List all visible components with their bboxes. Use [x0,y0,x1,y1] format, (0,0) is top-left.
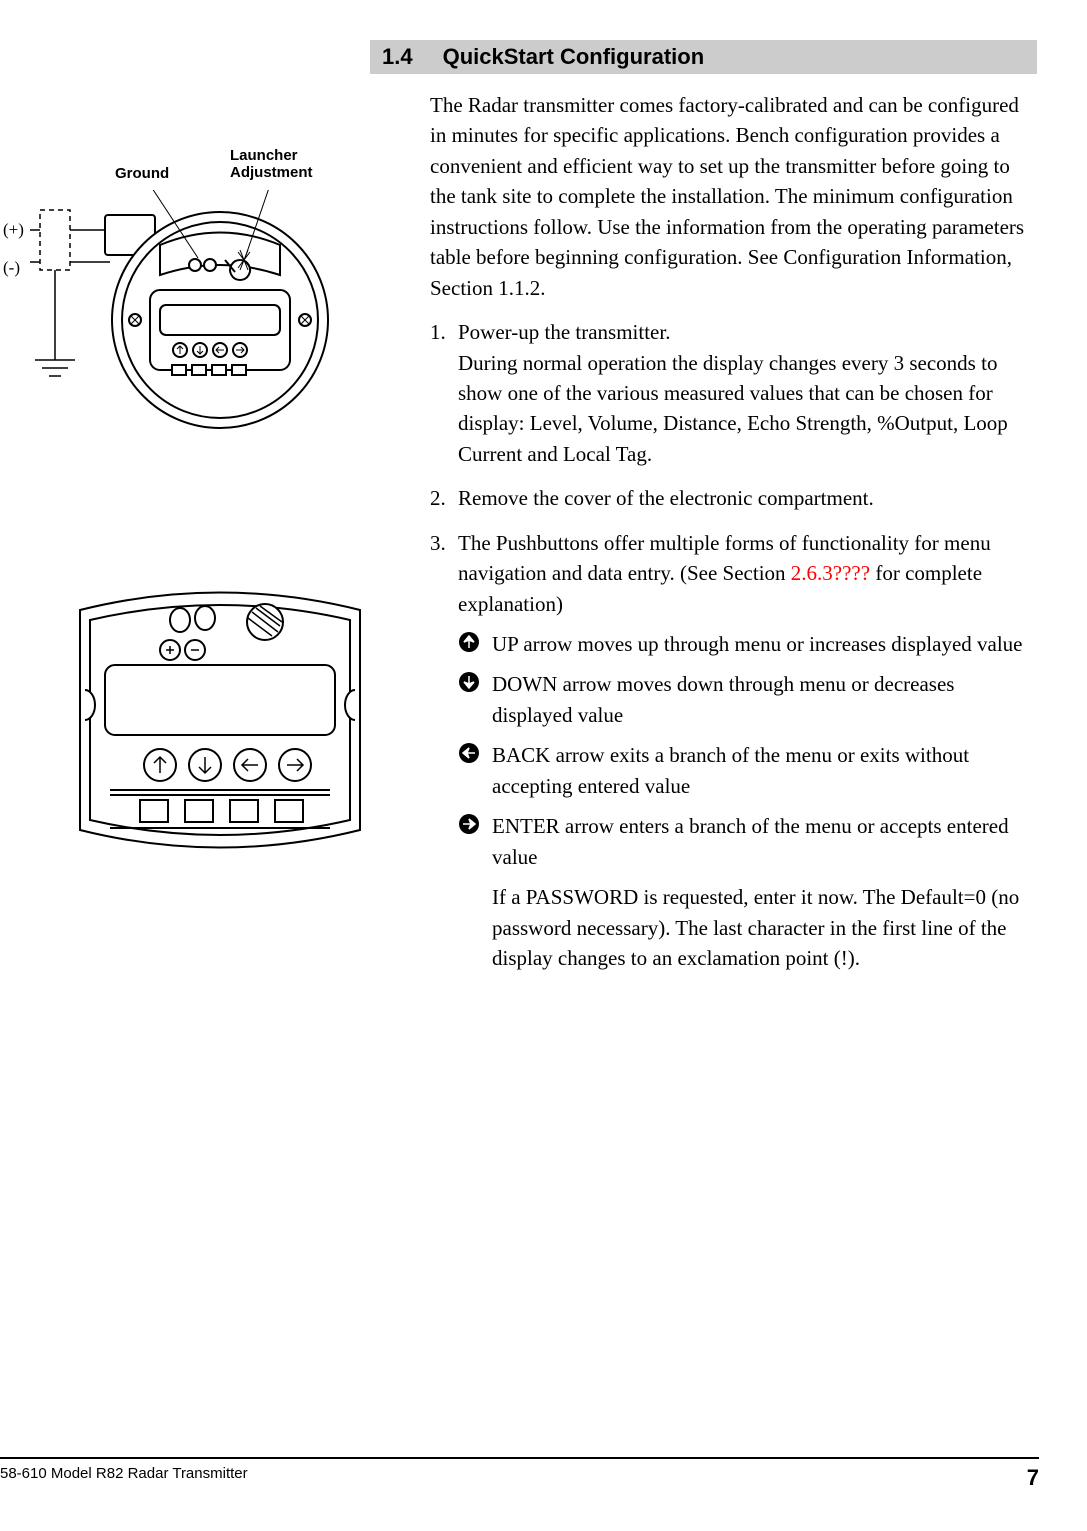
display-panel-diagram [70,590,370,850]
arrow-up-icon [458,631,480,653]
main-text-column: The Radar transmitter comes factory-cali… [430,90,1027,987]
arrow-down-text: DOWN arrow moves down through menu or de… [492,672,954,726]
arrow-list: UP arrow moves up through menu or increa… [458,629,1027,872]
step-2: 2. Remove the cover of the electronic co… [430,483,1027,513]
page-footer: 58-610 Model R82 Radar Transmitter 7 [0,1457,1039,1491]
label-launcher: Launcher Adjustment [230,147,313,182]
arrow-up-text: UP arrow moves up through menu or increa… [492,632,1023,656]
arrow-enter-item: ENTER arrow enters a branch of the menu … [458,811,1027,872]
steps-list: 1. Power-up the transmitter. During norm… [430,317,1027,973]
step-1-text: Power-up the transmitter. [458,320,670,344]
intro-paragraph: The Radar transmitter comes factory-cali… [430,90,1027,303]
arrow-right-icon [458,813,480,835]
section-header: 1.4 QuickStart Configuration [370,40,1037,74]
step-3-ref: 2.6.3???? [791,561,870,585]
step-number: 1. [430,317,446,347]
step-1: 1. Power-up the transmitter. During norm… [430,317,1027,469]
transmitter-wiring-diagram [20,190,360,470]
arrow-left-icon [458,742,480,764]
password-note: If a PASSWORD is requested, enter it now… [458,882,1027,973]
step-number: 2. [430,483,446,513]
section-title: QuickStart Configuration [443,44,705,69]
step-1-detail: During normal operation the display chan… [458,351,1008,466]
arrow-down-icon [458,671,480,693]
label-minus: (-) [3,258,20,278]
page-number: 7 [1027,1465,1039,1491]
arrow-enter-text: ENTER arrow enters a branch of the menu … [492,814,1009,868]
arrow-up-item: UP arrow moves up through menu or increa… [458,629,1027,659]
arrow-down-item: DOWN arrow moves down through menu or de… [458,669,1027,730]
footer-doc-title: 58-610 Model R82 Radar Transmitter [0,1465,248,1491]
section-number: 1.4 [382,44,413,69]
step-3: 3. The Pushbuttons offer multiple forms … [430,528,1027,974]
arrow-back-text: BACK arrow exits a branch of the menu or… [492,743,969,797]
step-2-text: Remove the cover of the electronic compa… [458,486,874,510]
label-launcher-line-2: Adjustment [230,164,313,181]
label-ground: Ground [115,165,169,182]
label-launcher-line-1: Launcher [230,147,298,164]
arrow-back-item: BACK arrow exits a branch of the menu or… [458,740,1027,801]
step-number: 3. [430,528,446,558]
